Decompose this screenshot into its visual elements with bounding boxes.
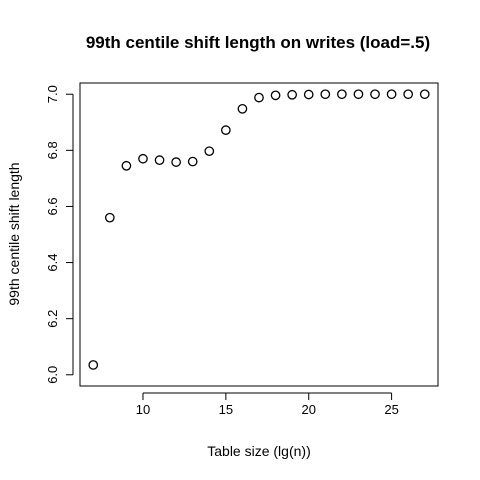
data-point — [237, 103, 248, 114]
data-point — [171, 157, 181, 167]
data-points — [88, 89, 430, 370]
data-point — [337, 89, 347, 100]
data-point — [320, 89, 331, 100]
data-point — [270, 90, 281, 101]
data-point — [221, 125, 231, 135]
data-point — [121, 160, 132, 171]
data-point — [138, 153, 148, 164]
x-tick-label: 20 — [301, 402, 315, 417]
x-tick-label: 15 — [219, 402, 233, 417]
data-point — [386, 89, 397, 100]
data-point — [303, 89, 314, 100]
data-point — [353, 89, 364, 100]
y-tick-label: 6.4 — [45, 254, 60, 272]
data-point — [187, 156, 198, 167]
y-axis-label: 99th centile shift length — [6, 162, 22, 305]
plot-frame — [79, 82, 439, 387]
y-axis: 6.0 6.2 6.4 6.6 6.8 7.0 — [45, 85, 74, 384]
y-tick-label: 6.2 — [45, 310, 60, 328]
x-axis-label: Table size (lg(n)) — [207, 443, 310, 459]
y-tick-label: 6.6 — [45, 197, 60, 215]
y-tick-label: 6.0 — [45, 366, 60, 384]
data-point — [204, 146, 215, 157]
data-point — [104, 212, 115, 223]
data-point — [88, 360, 99, 370]
x-tick-label: 10 — [136, 402, 150, 417]
data-point — [287, 89, 297, 100]
data-point — [419, 89, 430, 100]
x-axis: 10 15 20 25 — [136, 392, 399, 417]
y-tick-label: 7.0 — [45, 85, 60, 103]
chart-title: 99th centile shift length on writes (loa… — [86, 33, 430, 52]
y-tick-label: 6.8 — [45, 141, 60, 159]
data-point — [403, 89, 414, 100]
x-tick-label: 25 — [384, 402, 398, 417]
data-point — [370, 89, 380, 100]
data-point — [254, 92, 264, 103]
data-point — [154, 155, 165, 166]
